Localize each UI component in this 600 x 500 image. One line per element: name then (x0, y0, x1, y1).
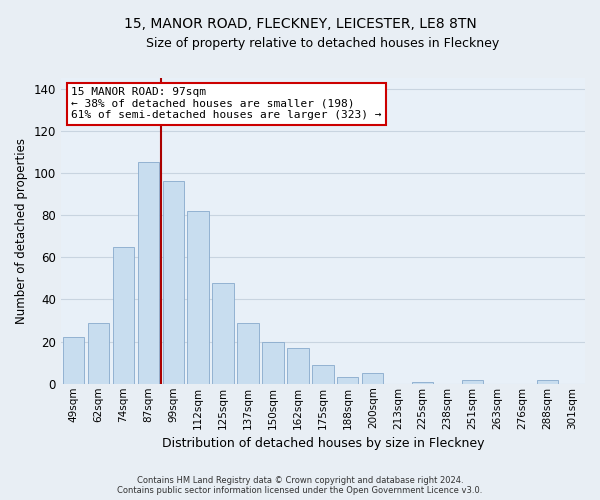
Bar (362, 373, 383, 384)
X-axis label: Distribution of detached houses by size in Fleckney: Distribution of detached houses by size … (161, 437, 484, 450)
Bar (262, 342, 284, 384)
Bar (462, 380, 483, 384)
Bar (287, 348, 308, 384)
Bar (137, 162, 159, 384)
Bar (238, 322, 259, 384)
Bar (163, 182, 184, 384)
Bar (88, 322, 109, 384)
Title: Size of property relative to detached houses in Fleckney: Size of property relative to detached ho… (146, 38, 500, 51)
Bar (337, 378, 358, 384)
Bar (312, 365, 334, 384)
Bar (113, 246, 134, 384)
Bar (62, 338, 84, 384)
Bar (187, 211, 209, 384)
Text: Contains HM Land Registry data © Crown copyright and database right 2024.
Contai: Contains HM Land Registry data © Crown c… (118, 476, 482, 495)
Text: 15 MANOR ROAD: 97sqm
← 38% of detached houses are smaller (198)
61% of semi-deta: 15 MANOR ROAD: 97sqm ← 38% of detached h… (71, 87, 382, 120)
Bar (412, 382, 433, 384)
Y-axis label: Number of detached properties: Number of detached properties (15, 138, 28, 324)
Text: 15, MANOR ROAD, FLECKNEY, LEICESTER, LE8 8TN: 15, MANOR ROAD, FLECKNEY, LEICESTER, LE8… (124, 18, 476, 32)
Bar (537, 380, 558, 384)
Bar (212, 282, 233, 384)
